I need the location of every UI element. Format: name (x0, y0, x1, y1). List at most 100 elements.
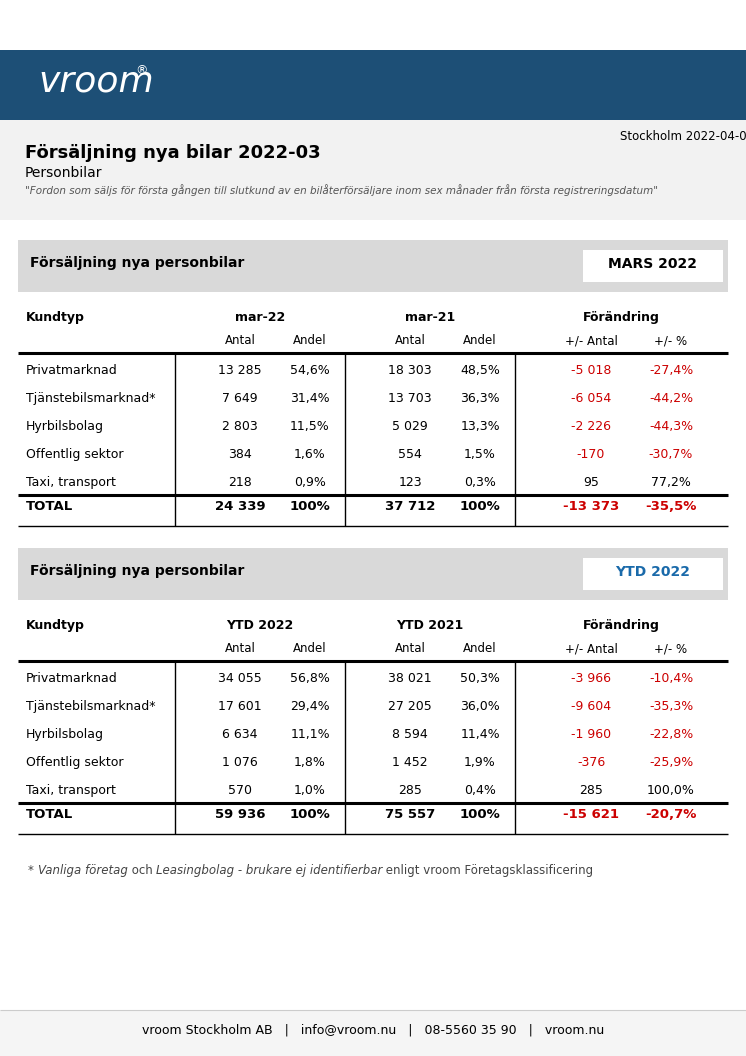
Text: -5 018: -5 018 (571, 364, 611, 377)
Text: TOTAL: TOTAL (26, 808, 73, 821)
Text: 1,0%: 1,0% (294, 784, 326, 797)
Text: 56,8%: 56,8% (290, 672, 330, 685)
Text: 36,3%: 36,3% (460, 392, 500, 406)
Text: 1,8%: 1,8% (294, 756, 326, 769)
Text: -44,2%: -44,2% (649, 392, 693, 406)
Text: 570: 570 (228, 784, 252, 797)
Text: -30,7%: -30,7% (649, 448, 693, 461)
Text: 48,5%: 48,5% (460, 364, 500, 377)
Text: Kundtyp: Kundtyp (26, 619, 85, 631)
Text: Privatmarknad: Privatmarknad (26, 364, 118, 377)
Text: Personbilar: Personbilar (25, 166, 102, 180)
Text: Andel: Andel (463, 642, 497, 655)
Text: Stockholm 2022-04-01: Stockholm 2022-04-01 (620, 130, 746, 143)
Text: Andel: Andel (293, 334, 327, 347)
Text: 24 339: 24 339 (215, 499, 266, 513)
Text: -44,3%: -44,3% (649, 420, 693, 433)
Text: 218: 218 (228, 476, 252, 489)
Text: Antal: Antal (395, 334, 425, 347)
Text: "Fordon som säljs för första gången till slutkund av en bilåterförsäljare inom s: "Fordon som säljs för första gången till… (25, 184, 658, 196)
Text: 123: 123 (398, 476, 421, 489)
Text: +/- Antal: +/- Antal (565, 642, 618, 655)
Bar (18, 240, 728, 293)
Text: 0,4%: 0,4% (464, 784, 496, 797)
Text: 1 076: 1 076 (222, 756, 258, 769)
Text: 75 557: 75 557 (385, 808, 435, 821)
Text: 7 649: 7 649 (222, 392, 258, 406)
Text: Antal: Antal (225, 334, 255, 347)
Text: Taxi, transport: Taxi, transport (26, 784, 116, 797)
Bar (0, 50, 746, 120)
Text: 8 594: 8 594 (392, 728, 428, 741)
Text: 6 634: 6 634 (222, 728, 258, 741)
Text: 0,9%: 0,9% (294, 476, 326, 489)
Text: -35,3%: -35,3% (649, 700, 693, 713)
Text: Antal: Antal (395, 642, 425, 655)
Text: 38 021: 38 021 (388, 672, 432, 685)
Text: -15 621: -15 621 (563, 808, 619, 821)
Text: 1,5%: 1,5% (464, 448, 496, 461)
Text: vroom: vroom (38, 65, 154, 99)
Text: Leasingbolag - brukare ej identifierbar: Leasingbolag - brukare ej identifierbar (156, 864, 383, 876)
Text: ®: ® (135, 64, 148, 77)
Text: Försäljning nya bilar 2022-03: Försäljning nya bilar 2022-03 (25, 144, 321, 162)
Text: 59 936: 59 936 (215, 808, 266, 821)
Text: 11,4%: 11,4% (460, 728, 500, 741)
Text: 1,9%: 1,9% (464, 756, 496, 769)
Text: Andel: Andel (293, 642, 327, 655)
Text: Vanliga företag: Vanliga företag (37, 864, 128, 876)
Text: TOTAL: TOTAL (26, 499, 73, 513)
Text: -35,5%: -35,5% (645, 499, 697, 513)
Text: 100%: 100% (289, 808, 330, 821)
Text: 77,2%: 77,2% (651, 476, 691, 489)
Bar (583, 558, 723, 590)
Text: -20,7%: -20,7% (645, 808, 697, 821)
Text: 100%: 100% (289, 499, 330, 513)
Text: 554: 554 (398, 448, 422, 461)
Text: 13,3%: 13,3% (460, 420, 500, 433)
Text: Antal: Antal (225, 642, 255, 655)
Text: 36,0%: 36,0% (460, 700, 500, 713)
Text: -1 960: -1 960 (571, 728, 611, 741)
Text: 11,1%: 11,1% (290, 728, 330, 741)
Text: 29,4%: 29,4% (290, 700, 330, 713)
Text: 384: 384 (228, 448, 252, 461)
Text: 95: 95 (583, 476, 599, 489)
Text: -9 604: -9 604 (571, 700, 611, 713)
Text: Andel: Andel (463, 334, 497, 347)
Text: 0,3%: 0,3% (464, 476, 496, 489)
Text: 100,0%: 100,0% (647, 784, 695, 797)
Text: 5 029: 5 029 (392, 420, 428, 433)
Text: MARS 2022: MARS 2022 (609, 257, 698, 271)
Text: 285: 285 (579, 784, 603, 797)
Text: Försäljning nya personbilar: Försäljning nya personbilar (30, 564, 245, 578)
Text: Försäljning nya personbilar: Försäljning nya personbilar (30, 256, 245, 270)
Text: mar-22: mar-22 (235, 312, 285, 324)
Text: 13 703: 13 703 (388, 392, 432, 406)
Text: 2 803: 2 803 (222, 420, 258, 433)
Text: Offentlig sektor: Offentlig sektor (26, 756, 124, 769)
Text: +/- Antal: +/- Antal (565, 334, 618, 347)
Text: YTD 2021: YTD 2021 (396, 619, 463, 631)
Text: -6 054: -6 054 (571, 392, 611, 406)
Text: -2 226: -2 226 (571, 420, 611, 433)
Text: 13 285: 13 285 (218, 364, 262, 377)
Text: 37 712: 37 712 (385, 499, 435, 513)
Text: YTD 2022: YTD 2022 (615, 565, 691, 579)
Text: Förändring: Förändring (583, 619, 659, 631)
Text: Förändring: Förändring (583, 312, 659, 324)
Bar (583, 250, 723, 282)
Text: -27,4%: -27,4% (649, 364, 693, 377)
Text: mar-21: mar-21 (405, 312, 455, 324)
Text: -3 966: -3 966 (571, 672, 611, 685)
Text: 27 205: 27 205 (388, 700, 432, 713)
Text: Tjänstebilsmarknad*: Tjänstebilsmarknad* (26, 700, 155, 713)
Text: 1 452: 1 452 (392, 756, 427, 769)
Text: YTD 2022: YTD 2022 (226, 619, 294, 631)
Text: 1,6%: 1,6% (294, 448, 326, 461)
Text: -25,9%: -25,9% (649, 756, 693, 769)
Text: Hyrbilsbolag: Hyrbilsbolag (26, 728, 104, 741)
Text: 31,4%: 31,4% (290, 392, 330, 406)
Text: vroom Stockholm AB   |   info@vroom.nu   |   08-5560 35 90   |   vroom.nu: vroom Stockholm AB | info@vroom.nu | 08-… (142, 1024, 604, 1037)
Text: -376: -376 (577, 756, 605, 769)
